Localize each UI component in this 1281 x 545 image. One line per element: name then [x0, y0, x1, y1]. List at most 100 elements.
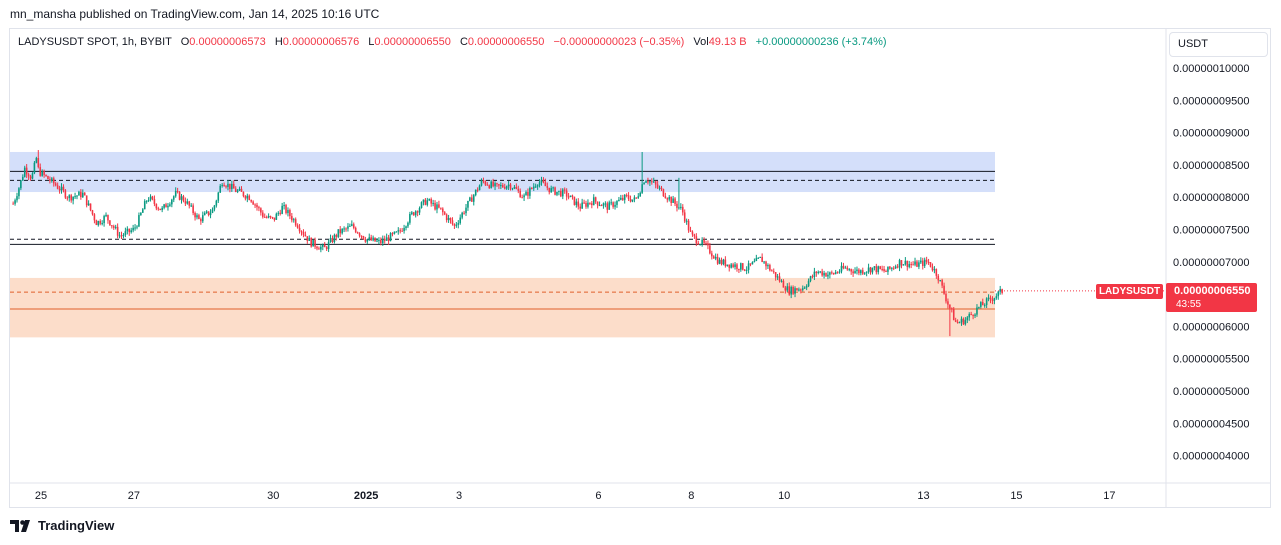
candle: [469, 196, 471, 202]
candle: [552, 186, 554, 192]
candle: [643, 182, 645, 185]
candle: [660, 185, 663, 192]
candle: [860, 269, 862, 276]
candle-body: [345, 228, 347, 230]
candle-body: [457, 223, 460, 225]
candle-body: [989, 297, 992, 300]
candle-body: [991, 299, 994, 301]
candle: [854, 267, 856, 274]
candle: [478, 184, 481, 191]
candle-body: [469, 197, 471, 201]
candle: [581, 198, 583, 209]
symbol-info[interactable]: LADYSUSDT SPOT, 1h, BYBIT: [18, 36, 172, 48]
candle: [647, 177, 649, 185]
candle-body: [202, 215, 204, 222]
candle-body: [730, 264, 732, 268]
candle: [929, 262, 932, 268]
candle: [831, 270, 833, 275]
candle: [631, 199, 634, 203]
candle-body: [699, 244, 702, 246]
candle-body: [279, 212, 282, 214]
candle-body: [614, 204, 616, 207]
candle: [62, 184, 65, 193]
candle-body: [461, 212, 463, 218]
currency-button[interactable]: USDT: [1169, 32, 1268, 57]
candle-body: [705, 242, 707, 244]
candle: [705, 240, 707, 246]
candle-body: [140, 212, 142, 216]
candle: [345, 227, 347, 232]
y-tick-label: 0.00000005000: [1173, 386, 1249, 398]
candle: [343, 226, 345, 233]
candle-body: [387, 237, 390, 242]
footer-brand[interactable]: TradingView: [10, 518, 114, 533]
candle-body: [74, 196, 76, 198]
candle-body: [877, 266, 880, 273]
candle-body: [378, 239, 380, 241]
candle: [260, 207, 262, 216]
candle: [83, 192, 86, 196]
candle: [188, 200, 191, 209]
candle-body: [883, 269, 885, 272]
candle: [273, 217, 276, 222]
candle-body: [658, 187, 661, 189]
candle-body: [670, 197, 672, 203]
candle: [726, 264, 729, 267]
candle: [323, 241, 326, 248]
candle: [66, 196, 69, 201]
candle: [501, 183, 504, 189]
candle-body: [325, 247, 328, 250]
candle-body: [666, 198, 669, 200]
candle: [761, 253, 763, 263]
candle: [472, 193, 475, 206]
candle: [496, 182, 498, 187]
candle: [960, 316, 963, 326]
candle-body: [142, 209, 144, 213]
candle: [285, 203, 287, 215]
candle: [674, 197, 676, 207]
candle-body: [805, 286, 808, 288]
candle: [291, 212, 293, 223]
candle: [126, 226, 129, 235]
candle-body: [639, 192, 642, 197]
candle: [755, 254, 758, 262]
candle: [716, 253, 719, 265]
candle-body: [873, 266, 876, 268]
candle-body: [416, 211, 419, 213]
candle: [867, 263, 870, 274]
candle-body: [223, 184, 225, 187]
candle-body: [749, 263, 752, 265]
candle-body: [968, 314, 971, 318]
candle: [461, 211, 463, 220]
candle: [654, 180, 657, 189]
candle-body: [829, 272, 831, 275]
candle: [362, 235, 365, 240]
volume-change: +0.00000000236 (+3.74%): [755, 36, 887, 48]
candle: [838, 269, 841, 274]
candle-body: [134, 227, 136, 229]
x-tick-label: 13: [917, 490, 929, 502]
candle: [308, 235, 311, 241]
candle: [916, 259, 918, 268]
candle-body: [540, 180, 543, 183]
candle-body: [250, 200, 252, 202]
candle-body: [232, 183, 235, 189]
candle-body: [95, 220, 98, 226]
candle-body: [501, 185, 504, 188]
candle: [457, 220, 460, 229]
candle: [691, 230, 694, 237]
candle-body: [852, 271, 854, 274]
candle-body: [356, 232, 359, 234]
candle-body: [424, 199, 427, 205]
candle-body: [486, 184, 489, 186]
candle-body: [596, 201, 599, 206]
candle: [846, 265, 849, 271]
candle-body: [962, 318, 965, 325]
candle: [445, 213, 448, 223]
candle: [507, 181, 510, 190]
candle-body: [980, 302, 982, 307]
candle: [211, 207, 214, 214]
last-price-tag: 0.00000006550 43:55: [1166, 283, 1257, 312]
candle: [968, 312, 971, 321]
